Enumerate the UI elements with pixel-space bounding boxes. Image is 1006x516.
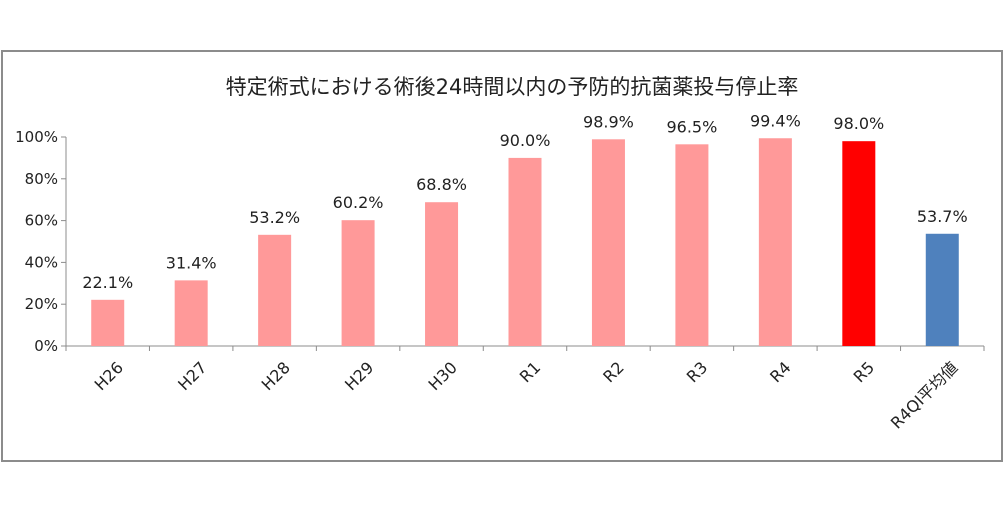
plot-area: 0% 20% 40% 60% 80% 100% 22.1% H26 31.4% H27 53.2% H… — [15, 111, 985, 433]
bar — [842, 141, 876, 346]
data-label: 22.1% — [82, 273, 133, 292]
data-label: 53.7% — [917, 207, 968, 226]
y-tick-label: 40% — [25, 253, 58, 271]
data-label: 99.4% — [750, 111, 801, 130]
x-tick-label: H28 — [258, 358, 294, 394]
data-label: 96.5% — [666, 117, 717, 136]
bar — [758, 138, 792, 346]
x-tick-label: R1 — [516, 358, 544, 386]
x-tick-label: R3 — [683, 358, 711, 386]
y-tick-label: 100% — [15, 128, 58, 146]
data-label: 53.2% — [249, 208, 300, 227]
data-label: 60.2% — [333, 193, 384, 212]
bar — [258, 234, 292, 346]
bar — [675, 144, 709, 346]
bar — [91, 299, 125, 346]
bar — [425, 202, 459, 346]
bar — [174, 280, 208, 346]
x-tick-label: H26 — [91, 358, 127, 394]
bar — [591, 139, 625, 346]
bar — [508, 157, 542, 346]
data-label: 90.0% — [500, 131, 551, 150]
y-tick-label: 60% — [25, 212, 58, 230]
x-tick-label: R5 — [850, 358, 878, 386]
bar — [341, 220, 375, 346]
data-label: 68.8% — [416, 175, 467, 194]
x-tick-label: H30 — [425, 358, 461, 394]
x-tick-label: H27 — [174, 358, 210, 394]
y-tick-label: 80% — [25, 170, 58, 188]
y-tick-label: 0% — [34, 337, 58, 355]
x-tick-label: R2 — [599, 358, 627, 386]
data-label: 31.4% — [166, 253, 217, 272]
data-label: 98.9% — [583, 112, 634, 131]
chart-title: 特定術式における術後24時間以内の予防的抗菌薬投与停止率 — [226, 75, 799, 99]
chart-frame — [1, 50, 1003, 462]
data-label: 98.0% — [833, 114, 884, 133]
x-tick-label: H29 — [341, 358, 377, 394]
y-tick-label: 20% — [25, 295, 58, 313]
bar — [925, 233, 959, 346]
x-tick-label: R4QI平均値 — [887, 358, 962, 433]
x-tick-label: R4 — [766, 358, 794, 386]
